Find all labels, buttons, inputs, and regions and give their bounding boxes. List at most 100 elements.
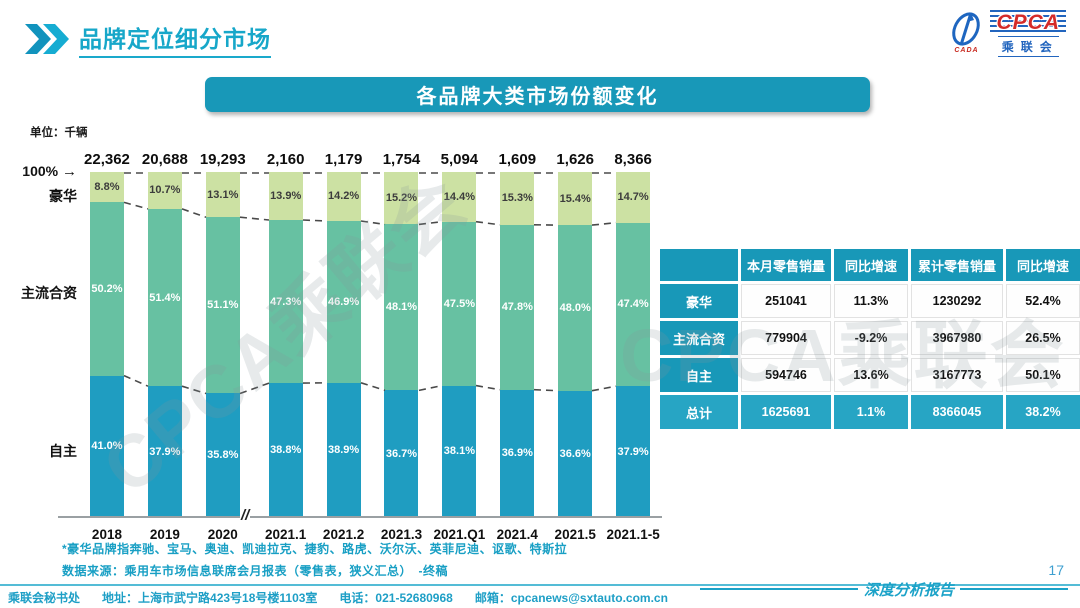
bar-segment-主流合资: 47.3% (268, 219, 303, 384)
pen-ellipse-icon (952, 12, 981, 46)
segment-percent-label: 8.8% (94, 181, 120, 194)
bar-total-label: 1,609 (498, 151, 537, 168)
table-data-cell: 38.2% (1006, 395, 1080, 429)
stacked-bar: 15.4% 48.0% 36.6% (558, 172, 593, 517)
bar-segment-豪华: 15.3% (500, 172, 535, 225)
segment-percent-label: 38.1% (443, 445, 475, 458)
unit-label: 单位：千辆 (30, 127, 88, 139)
table-row-label: 豪华 (660, 284, 738, 318)
right-arrow-icon: → (62, 163, 77, 180)
bar-column-2020: 19,293 13.1% 51.1% 35.8% 2020 (194, 151, 252, 542)
footer-phone: 电话：021-52680968 (339, 590, 453, 605)
bar-segment-自主: 36.6% (558, 390, 593, 517)
x-axis-category-label: 2018 (91, 527, 122, 542)
segment-percent-label: 36.9% (501, 447, 533, 460)
bar-segment-豪华: 8.8% (89, 172, 124, 203)
segment-percent-label: 36.7% (385, 447, 418, 460)
bar-segment-豪华: 10.7% (147, 172, 182, 209)
bar-segment-自主: 38.1% (442, 385, 477, 517)
stacked-bar: 14.4% 47.5% 38.1% (442, 172, 477, 517)
stacked-bar: 13.9% 47.3% 38.8% (268, 172, 303, 517)
axis-100-label: 100% → (0, 163, 77, 180)
segment-percent-label: 14.2% (327, 190, 360, 203)
table-header-cell: 同比增速 (1006, 249, 1080, 281)
bar-segment-主流合资: 50.2% (89, 202, 124, 376)
table-data-cell: 26.5% (1006, 321, 1080, 355)
segment-percent-label: 51.1% (207, 299, 239, 312)
segment-percent-label: 10.7% (149, 184, 181, 197)
x-axis-line (58, 516, 662, 518)
table-data-cell: 11.3% (834, 284, 908, 318)
x-axis-category-label: 2021.Q1 (433, 527, 486, 542)
bar-segment-豪华: 14.7% (616, 172, 651, 223)
segment-percent-label: 35.8% (207, 449, 239, 462)
bar-segment-自主: 37.9% (147, 386, 182, 517)
table-data-cell: 13.6% (834, 358, 908, 392)
stacked-bar: 14.7% 47.4% 37.9% (616, 172, 651, 517)
segment-percent-label: 41.0% (91, 440, 123, 453)
table-data-cell: 779904 (741, 321, 831, 355)
segment-percent-label: 13.9% (270, 189, 302, 202)
table-row-label: 主流合资 (660, 321, 738, 355)
table-data-cell: 594746 (741, 358, 831, 392)
table-header-cell: 同比增速 (834, 249, 908, 281)
page-number: 17 (1048, 562, 1064, 578)
segment-percent-label: 15.2% (385, 192, 418, 205)
segment-percent-label: 15.4% (559, 192, 591, 205)
bar-segment-自主: 37.9% (616, 386, 651, 517)
stacked-bar: 13.1% 51.1% 35.8% (205, 172, 240, 517)
table-data-cell: 3167773 (911, 358, 1003, 392)
segment-percent-label: 51.4% (149, 291, 181, 304)
stacked-bar: 8.8% 50.2% 41.0% (89, 172, 124, 517)
axis-100-text: 100% (22, 163, 59, 179)
bar-segment-主流合资: 51.1% (205, 217, 240, 394)
table-data-cell: 52.4% (1006, 284, 1080, 318)
axis-break-mark: // (240, 504, 251, 528)
x-axis-category-label: 2021.2 (322, 527, 365, 542)
table-header-cell (660, 249, 738, 281)
footer-address: 地址：上海市武宁路423号18号楼1103室 (102, 590, 318, 605)
bar-segment-自主: 36.7% (384, 390, 419, 517)
bar-column-2021.1-5: 8,366 14.7% 47.4% 37.9% 2021.1-5 (604, 151, 662, 542)
segment-percent-label: 13.1% (207, 188, 239, 201)
bar-column-2021.Q1: 5,094 14.4% 47.5% 38.1% 2021.Q1 (430, 151, 488, 542)
sales-summary-table: 本月零售销量 同比增速 累计零售销量 同比增速 豪华 251041 11.3% 1230292… (660, 249, 1080, 429)
bar-segment-豪华: 15.2% (384, 172, 419, 225)
bar-column-2021.4: 1,609 15.3% 47.8% 36.9% 2021.4 (488, 151, 546, 542)
segment-percent-label: 36.6% (559, 447, 591, 460)
stacked-bar: 14.2% 46.9% 38.9% (326, 172, 361, 517)
stacked-bar: 15.3% 47.8% 36.9% (500, 172, 535, 517)
bar-segment-自主: 38.8% (268, 383, 303, 517)
footer-secretariat: 乘联会秘书处 (8, 590, 81, 605)
segment-percent-label: 14.7% (617, 191, 649, 204)
table-data-cell: 1.1% (834, 395, 908, 429)
bar-total-label: 22,362 (84, 151, 130, 168)
segment-percent-label: 37.9% (149, 445, 181, 458)
report-type-label: 深度分析报告 (863, 582, 954, 599)
page-title: 品牌定位细分市场 (79, 20, 271, 58)
segment-percent-label: 37.9% (617, 445, 649, 458)
footer-email: 邮箱：cpcanews@sxtauto.com.cn (474, 590, 668, 605)
logo-cpca-text: CPCA (996, 11, 1060, 34)
segment-percent-label: 38.9% (327, 443, 360, 456)
segment-percent-label: 47.3% (270, 295, 302, 308)
bar-segment-主流合资: 47.8% (500, 224, 535, 390)
table-header-cell: 累计零售销量 (911, 249, 1003, 281)
x-axis-category-label: 2020 (207, 527, 238, 542)
bar-segment-豪华: 14.4% (442, 172, 477, 222)
logo-chinese-name: 乘联会 (997, 36, 1059, 57)
bar-column-2018: 22,362 8.8% 50.2% 41.0% 2018 (78, 151, 136, 542)
logo-cpca-band: CPCA (990, 10, 1066, 35)
stacked-bar: 10.7% 51.4% 37.9% (147, 172, 182, 517)
bar-total-label: 2,160 (266, 151, 305, 168)
table-row-label: 总计 (660, 395, 738, 429)
bar-total-label: 8,366 (614, 151, 652, 168)
bar-segment-主流合资: 47.5% (442, 221, 477, 386)
bar-column-2021.1: 2,160 13.9% 47.3% 38.8% 2021.1 (257, 151, 315, 542)
chart-title: 各品牌大类市场份额变化 (416, 86, 659, 108)
slide-header: 品牌定位细分市场 (25, 20, 271, 58)
bar-total-label: 20,688 (141, 151, 188, 168)
bar-segment-主流合资: 46.9% (326, 220, 361, 383)
report-divider: 深度分析报告 (700, 581, 1068, 599)
x-axis-category-label: 2021.5 (554, 527, 596, 542)
